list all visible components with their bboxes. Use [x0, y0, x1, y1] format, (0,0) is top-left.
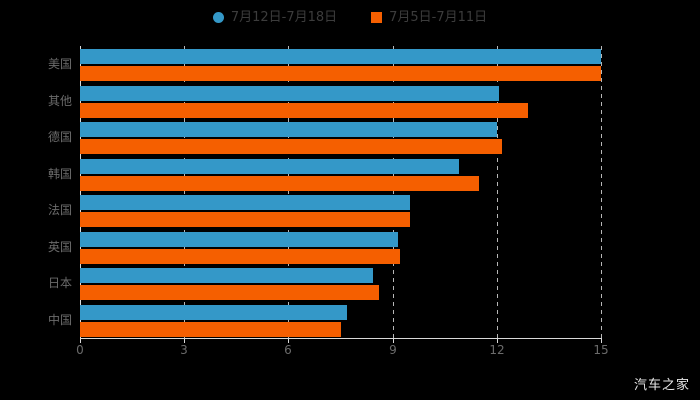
- chart-legend: 7月12日-7月18日 7月5日-7月11日: [0, 6, 700, 28]
- x-axis-tick-label: 0: [76, 343, 84, 357]
- bar-group: [80, 49, 601, 83]
- bar-group: [80, 304, 601, 339]
- bar-series-a[interactable]: [80, 122, 497, 137]
- bar-group: [80, 122, 601, 156]
- y-axis-label: 其他: [47, 93, 72, 108]
- bar-series-a[interactable]: [80, 231, 398, 247]
- x-axis-tick: [80, 338, 81, 343]
- bar-series-a[interactable]: [80, 158, 459, 174]
- y-axis-label: 英国: [47, 239, 72, 254]
- y-axis-label: 德国: [47, 130, 72, 145]
- bar-series-b[interactable]: [80, 321, 341, 337]
- y-axis-label: 韩国: [47, 166, 72, 181]
- y-axis-label: 美国: [47, 57, 72, 72]
- x-axis-line: [80, 338, 601, 339]
- bar-series-a[interactable]: [80, 85, 499, 101]
- x-axis-tick: [497, 338, 498, 343]
- x-axis-tick-label: 9: [389, 343, 397, 357]
- x-axis-tick-label: 12: [489, 343, 505, 357]
- bar-series-a[interactable]: [80, 49, 601, 64]
- gridline: [497, 46, 498, 338]
- legend-label-series-a: 7月12日-7月18日: [230, 9, 338, 25]
- bar-series-b[interactable]: [80, 139, 502, 154]
- watermark: 汽车之家: [633, 378, 690, 393]
- bar-series-b[interactable]: [80, 248, 400, 264]
- bar-series-b[interactable]: [80, 212, 410, 227]
- gridline: [288, 46, 289, 338]
- bar-series-b[interactable]: [80, 285, 379, 300]
- legend-item-series-a[interactable]: 7月12日-7月18日: [212, 9, 338, 25]
- y-axis-labels: 美国其他德国韩国法国英国日本中国: [8, 46, 72, 338]
- bar-group: [80, 158, 601, 193]
- gridline: [601, 46, 602, 338]
- legend-label-series-b: 7月5日-7月11日: [389, 9, 488, 25]
- bar-series-b[interactable]: [80, 175, 479, 191]
- square-marker-icon: [371, 11, 383, 23]
- gridline: [184, 46, 185, 338]
- x-axis-tick-label: 3: [180, 343, 188, 357]
- y-axis-label: 中国: [47, 312, 72, 327]
- bar-group: [80, 268, 601, 302]
- bar-group: [80, 195, 601, 229]
- bar-series-a[interactable]: [80, 195, 410, 210]
- bar-series-b[interactable]: [80, 102, 528, 118]
- x-axis-tick-label: 15: [593, 343, 609, 357]
- x-axis-tick: [601, 338, 602, 343]
- bar-series-a[interactable]: [80, 304, 347, 320]
- bar-series-b[interactable]: [80, 66, 601, 81]
- x-axis-tick-label: 6: [284, 343, 292, 357]
- bar-group: [80, 85, 601, 120]
- y-axis-label: 日本: [47, 276, 72, 291]
- bar-group: [80, 231, 601, 266]
- y-axis-label: 法国: [47, 203, 72, 218]
- circle-marker-icon: [212, 11, 224, 23]
- legend-item-series-b[interactable]: 7月5日-7月11日: [371, 11, 487, 24]
- x-axis-tick: [288, 338, 289, 343]
- x-axis-tick: [184, 338, 185, 343]
- gridline: [393, 46, 394, 338]
- gridline: [80, 46, 81, 338]
- plot-area: [80, 46, 602, 339]
- x-axis-tick: [393, 338, 394, 343]
- bar-series-a[interactable]: [80, 268, 373, 283]
